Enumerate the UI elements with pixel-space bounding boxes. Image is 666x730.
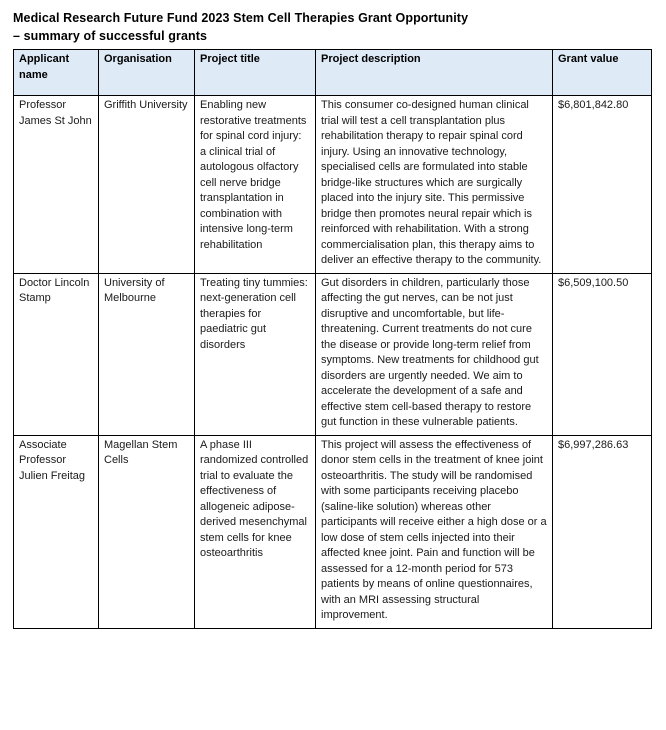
cell-applicant-name: Doctor Lincoln Stamp	[13, 272, 99, 436]
table-header-row: Applicant name Organisation Project titl…	[13, 49, 652, 96]
grants-table: Applicant name Organisation Project titl…	[13, 49, 652, 629]
cell-project-title: Treating tiny tummies: next-generation c…	[194, 272, 316, 436]
column-header-organisation: Organisation	[98, 49, 195, 96]
cell-organisation: Magellan Stem Cells	[98, 434, 195, 629]
document-title-line2: – summary of successful grants	[13, 29, 208, 43]
cell-project-description: This project will assess the effectivene…	[315, 434, 553, 629]
cell-project-title: Enabling new restorative treatments for …	[194, 95, 316, 274]
table-row: Doctor Lincoln Stamp University of Melbo…	[13, 272, 652, 436]
cell-grant-value: $6,801,842.80	[552, 95, 652, 274]
document-title: Medical Research Future Fund 2023 Stem C…	[13, 9, 652, 45]
cell-grant-value: $6,509,100.50	[552, 272, 652, 436]
cell-organisation: University of Melbourne	[98, 272, 195, 436]
column-header-grant-value: Grant value	[552, 49, 652, 96]
cell-project-description: Gut disorders in children, particularly …	[315, 272, 553, 436]
cell-grant-value: $6,997,286.63	[552, 434, 652, 629]
table-row: Associate Professor Julien Freitag Magel…	[13, 434, 652, 629]
column-header-applicant-name: Applicant name	[13, 49, 99, 96]
cell-applicant-name: Professor James St John	[13, 95, 99, 274]
document-title-line1: Medical Research Future Fund 2023 Stem C…	[13, 11, 469, 25]
cell-organisation: Griffith University	[98, 95, 195, 274]
column-header-project-description: Project description	[315, 49, 553, 96]
cell-project-title: A phase III randomized controlled trial …	[194, 434, 316, 629]
table-row: Professor James St John Griffith Univers…	[13, 95, 652, 274]
column-header-project-title: Project title	[194, 49, 316, 96]
cell-project-description: This consumer co-designed human clinical…	[315, 95, 553, 274]
cell-applicant-name: Associate Professor Julien Freitag	[13, 434, 99, 629]
